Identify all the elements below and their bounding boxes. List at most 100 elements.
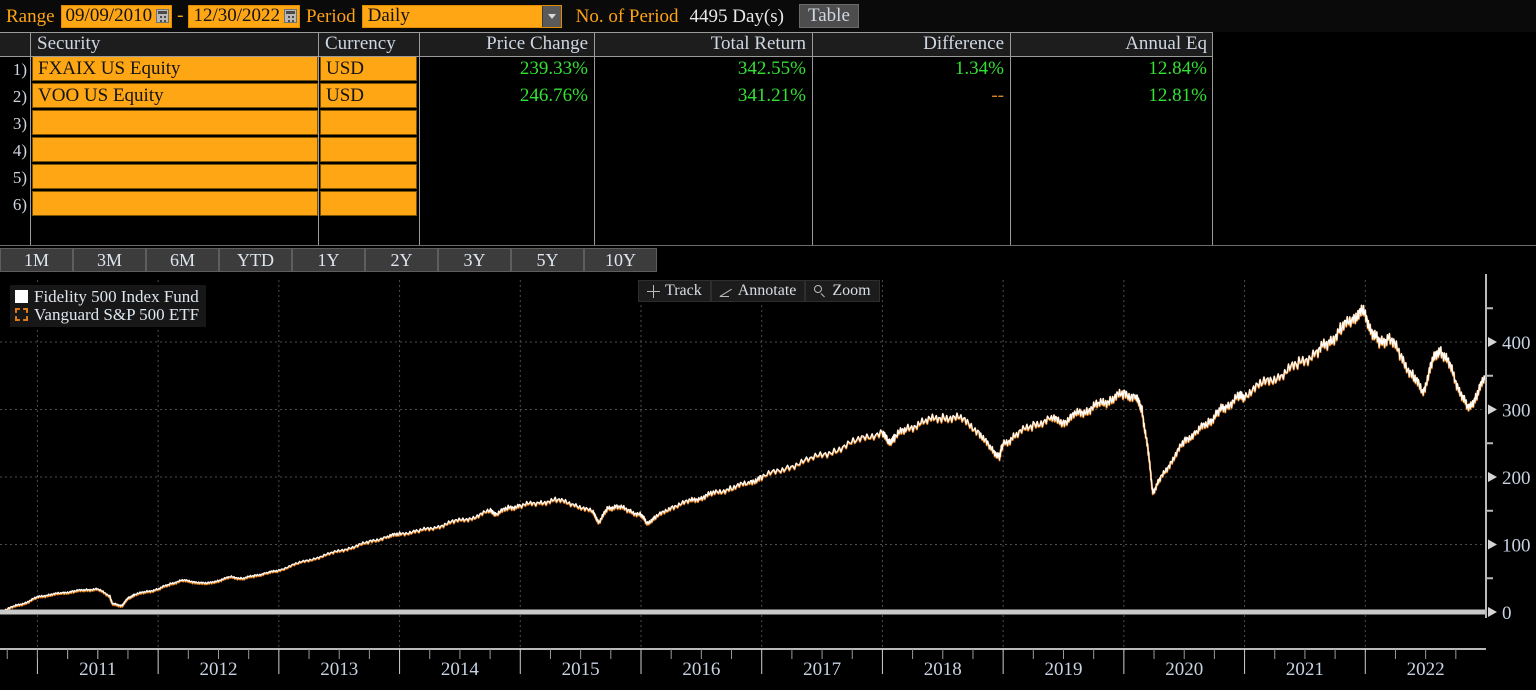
end-date-value: 12/30/2022 [193,5,280,27]
chart-canvas: 0100200300400201120122013201420152016201… [0,274,1536,690]
series-line [0,305,1485,612]
table-row[interactable]: 4) [0,137,1213,164]
security-input[interactable] [32,191,318,216]
calendar-icon[interactable] [284,9,297,23]
table-column-header-price-change[interactable]: Price Change [419,32,594,56]
table-header-row: SecurityCurrencyPrice ChangeTotal Return… [0,32,1213,56]
chart-tool-buttons: Track Annotate Zoom [638,280,880,302]
table-divider [30,32,31,246]
range-button-1y[interactable]: 1Y [292,248,365,272]
chart-tool-zoom[interactable]: Zoom [805,280,879,302]
no-of-period-value: 4495 Day(s) [685,7,789,26]
magnifier-icon [814,285,827,298]
period-label: Period [300,7,362,26]
security-input[interactable] [32,137,318,162]
cell-price-change [419,137,594,162]
securities-table: SecurityCurrencyPrice ChangeTotal Return… [0,32,1536,246]
y-axis-label: 400 [1502,333,1531,354]
legend-label: Fidelity 500 Index Fund [34,288,199,305]
cell-difference [812,164,1010,189]
currency-input[interactable]: USD [320,56,417,81]
no-of-period-label: No. of Period [562,7,685,26]
row-number: 4) [0,137,30,164]
cell-annual-eq: 12.84% [1010,56,1213,81]
table-row[interactable]: 1)FXAIX US EquityUSD239.33%342.55%1.34%1… [0,56,1213,83]
table-row[interactable]: 3) [0,110,1213,137]
bloomberg-comparative-returns-screen: Range 09/09/2010 - 12/30/2022 Period Dai… [0,0,1536,690]
table-column-header-annual-eq[interactable]: Annual Eq [1010,32,1213,56]
table-column-header-total-return[interactable]: Total Return [594,32,812,56]
security-input[interactable] [32,164,318,189]
comparative-returns-chart: 0100200300400201120122013201420152016201… [0,274,1536,690]
cell-total-return [594,137,812,162]
x-axis-label: 2021 [1286,659,1324,680]
x-axis-label: 2011 [79,659,116,680]
x-axis-label: 2017 [803,659,841,680]
range-label: Range [0,7,61,26]
legend-item[interactable]: Vanguard S&P 500 ETF [15,306,199,323]
range-button-1m[interactable]: 1M [0,248,73,272]
chart-tool-annotate[interactable]: Annotate [711,280,806,302]
cell-total-return [594,191,812,216]
table-divider [1212,32,1213,246]
x-axis-label: 2012 [199,659,237,680]
range-button-ytd[interactable]: YTD [219,248,292,272]
cell-difference [812,110,1010,135]
cell-total-return: 342.55% [594,56,812,81]
currency-input[interactable] [320,191,417,216]
table-column-header-currency[interactable]: Currency [320,32,419,56]
x-axis-label: 2019 [1044,659,1082,680]
series-line [0,306,1485,613]
table-column-header-difference[interactable]: Difference [812,32,1010,56]
legend-swatch-icon [15,290,28,303]
x-axis-label: 2022 [1407,659,1445,680]
y-axis-label: 100 [1502,536,1531,557]
range-button-5y[interactable]: 5Y [511,248,584,272]
currency-input[interactable]: USD [320,83,417,108]
end-date-input[interactable]: 12/30/2022 [188,5,300,28]
y-axis-tick [1488,607,1497,617]
currency-input[interactable] [320,137,417,162]
y-axis-tick [1488,405,1497,415]
range-button-bar: 1M3M6MYTD1Y2Y3Y5Y10Y [0,248,1536,272]
table-button[interactable]: Table [799,4,859,28]
cell-difference [812,137,1010,162]
legend-swatch-icon [15,308,28,321]
cell-price-change [419,110,594,135]
security-input[interactable]: FXAIX US Equity [32,56,318,81]
date-range-separator: - [172,5,188,27]
chart-tool-track[interactable]: Track [638,280,711,302]
table-divider [419,32,420,246]
period-select[interactable]: Daily [362,5,562,28]
table-bottom-border [0,245,1536,246]
security-input[interactable]: VOO US Equity [32,83,318,108]
table-column-header-security[interactable]: Security [32,32,320,56]
annotate-line-icon [720,285,733,298]
chart-tool-label: Annotate [738,282,797,300]
start-date-input[interactable]: 09/09/2010 [61,5,173,28]
cell-annual-eq [1010,164,1213,189]
currency-input[interactable] [320,164,417,189]
table-row[interactable]: 6) [0,191,1213,218]
x-axis-label: 2016 [682,659,720,680]
cell-total-return [594,110,812,135]
range-button-3y[interactable]: 3Y [438,248,511,272]
cell-price-change: 246.76% [419,83,594,108]
range-button-10y[interactable]: 10Y [584,248,657,272]
calendar-icon[interactable] [156,9,169,23]
chart-tool-label: Track [665,282,702,300]
chevron-down-icon[interactable] [542,6,561,27]
legend-item[interactable]: Fidelity 500 Index Fund [15,288,199,305]
table-top-border [0,32,1213,33]
table-row[interactable]: 5) [0,164,1213,191]
range-button-3m[interactable]: 3M [73,248,146,272]
table-header-underline [0,56,1213,57]
table-row[interactable]: 2)VOO US EquityUSD246.76%341.21%--12.81% [0,83,1213,110]
range-button-2y[interactable]: 2Y [365,248,438,272]
x-axis-label: 2020 [1165,659,1203,680]
range-button-6m[interactable]: 6M [146,248,219,272]
currency-input[interactable] [320,110,417,135]
top-control-bar: Range 09/09/2010 - 12/30/2022 Period Dai… [0,0,1536,32]
security-input[interactable] [32,110,318,135]
x-axis-label: 2014 [441,659,480,680]
